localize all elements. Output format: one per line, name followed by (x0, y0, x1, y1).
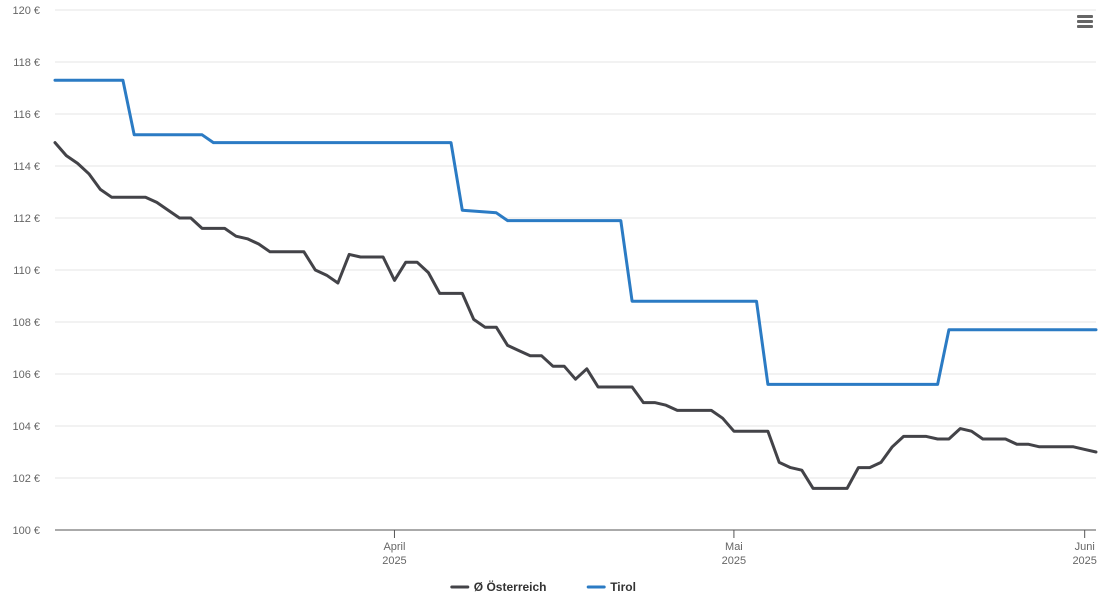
x-tick-label: Juni (1075, 541, 1095, 553)
y-tick-label: 118 € (13, 57, 40, 69)
x-axis: April 2025 Mai 2025 Juni 2025 (55, 529, 1097, 567)
legend-item-0[interactable]: Ø Österreich (450, 579, 547, 594)
legend-label: Tirol (610, 580, 636, 594)
x-tick-label: Mai (725, 541, 743, 553)
y-tick-label: 120 € (12, 5, 40, 17)
legend: Ø Österreich Tirol (450, 579, 636, 594)
y-tick-label: 104 € (12, 421, 40, 433)
y-tick-label: 108 € (12, 317, 40, 329)
x-tick-year: 2025 (722, 555, 746, 567)
x-tick-year: 2025 (382, 555, 406, 567)
y-tick-label: 110 € (13, 265, 40, 277)
x-tick-year: 2025 (1072, 555, 1096, 567)
series-line-1 (53, 78, 1098, 386)
legend-item-1[interactable]: Tirol (586, 580, 636, 594)
y-tick-label: 100 € (12, 525, 40, 537)
y-tick-label: 112 € (13, 213, 40, 225)
y-tick-label: 114 € (13, 161, 40, 173)
y-axis: 100 € 102 € 104 € 106 € 108 € 110 € 112 € 114 €… (12, 5, 40, 537)
y-tick-label: 102 € (12, 473, 40, 485)
grid-lines (55, 9, 1096, 479)
y-tick-label: 106 € (12, 369, 40, 381)
plot-area (53, 78, 1098, 490)
x-tick-label: April (383, 541, 405, 553)
legend-label: Ø Österreich (474, 579, 547, 594)
series-line-0 (53, 141, 1098, 490)
y-tick-label: 116 € (13, 109, 40, 121)
chart-menu-button[interactable] (1072, 10, 1098, 34)
